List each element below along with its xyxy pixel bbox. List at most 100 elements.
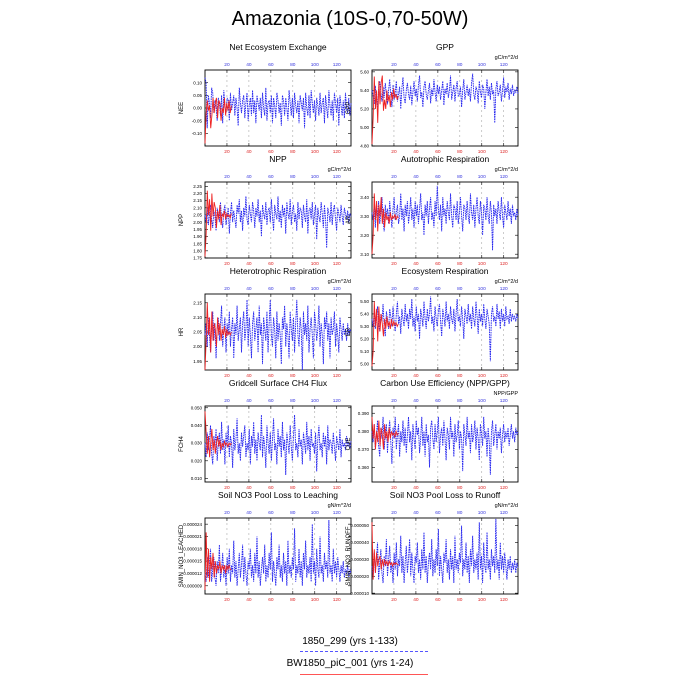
x-tick-label-top: 60 [435, 174, 441, 180]
y-tick-label: 4.80 [360, 144, 369, 149]
y-tick-label: 2.00 [193, 344, 202, 349]
x-tick-label-bottom: 60 [268, 149, 274, 155]
panel-units: gC/m^2/d [328, 279, 351, 285]
x-tick-label-bottom: 20 [224, 261, 230, 267]
x-tick-label-top: 80 [457, 510, 463, 516]
y-tick-label: 1.95 [193, 359, 202, 364]
x-tick-label-top: 40 [413, 398, 419, 404]
x-tick-label-bottom: 80 [290, 485, 296, 491]
x-tick-label-bottom: 80 [290, 597, 296, 603]
y-tick-label: 1.95 [193, 227, 202, 232]
x-tick-label-top: 20 [391, 174, 397, 180]
x-tick-label-bottom: 40 [413, 485, 419, 491]
series-line-1850-299 [371, 296, 519, 362]
y-tick-label: 0.360 [358, 465, 370, 470]
figure-title: Amazonia (10S-0,70-50W) [231, 8, 469, 30]
x-tick-label-bottom: 100 [478, 149, 486, 155]
x-tick-label-bottom: 40 [246, 485, 252, 491]
y-tick-label: 2.10 [193, 315, 202, 320]
x-tick-label-bottom: 100 [311, 485, 319, 491]
x-tick-label-bottom: 60 [435, 597, 441, 603]
x-tick-label-bottom: 60 [268, 373, 274, 379]
x-tick-label-bottom: 20 [224, 373, 230, 379]
y-tick-label: 0.000050 [350, 523, 369, 528]
y-tick-label: 0.390 [358, 411, 370, 416]
y-tick-label: 5.30 [360, 324, 369, 329]
x-tick-label-bottom: 60 [268, 597, 274, 603]
x-tick-label-top: 120 [500, 62, 508, 68]
y-tick-label: 0.020 [191, 458, 203, 463]
x-tick-label-bottom: 100 [311, 597, 319, 603]
series-line-1850-299 [371, 185, 519, 251]
y-axis-label: SMIN_NO3_LEACHED [179, 524, 185, 587]
x-tick-label-top: 80 [457, 286, 463, 292]
x-tick-label-bottom: 80 [290, 261, 296, 267]
x-tick-label-top: 120 [333, 174, 341, 180]
x-tick-label-top: 80 [290, 286, 296, 292]
y-axis-label: FCH4 [179, 436, 185, 452]
y-tick-label: 5.10 [360, 349, 369, 354]
series-line-1850-299 [371, 518, 519, 584]
x-tick-label-top: 100 [478, 62, 486, 68]
panel-units: gN/m^2/d [495, 503, 518, 509]
y-tick-label: 0.000012 [183, 571, 202, 576]
panel-nee: Net Ecosystem Exchange NEE 0.10 0.05 0.00 -0.… [179, 42, 352, 155]
y-axis-label: SMIN_NO3_RUNOFF [346, 526, 352, 585]
x-tick-label-top: 100 [311, 510, 319, 516]
series-line-1850-299 [204, 299, 352, 371]
x-tick-label-bottom: 100 [311, 261, 319, 267]
x-tick-label-top: 100 [478, 286, 486, 292]
x-tick-label-bottom: 20 [391, 597, 397, 603]
y-tick-label: 0.000040 [350, 540, 369, 545]
x-tick-label-bottom: 40 [413, 373, 419, 379]
x-tick-label-top: 40 [413, 62, 419, 68]
x-tick-label-top: 60 [268, 398, 274, 404]
series-line-bw1850 [371, 522, 399, 580]
y-axis-label: ER [346, 327, 352, 336]
x-tick-label-top: 80 [290, 62, 296, 68]
y-tick-label: 2.15 [193, 300, 202, 305]
x-tick-label-top: 40 [246, 510, 252, 516]
x-tick-label-top: 120 [333, 62, 341, 68]
y-tick-label: 0.040 [191, 423, 203, 428]
x-tick-label-top: 100 [311, 62, 319, 68]
x-tick-label-bottom: 20 [391, 149, 397, 155]
y-axis-label: AR [346, 215, 352, 224]
x-tick-label-bottom: 80 [457, 597, 463, 603]
y-tick-label: 0.05 [193, 93, 202, 98]
x-tick-label-top: 60 [435, 286, 441, 292]
panel-npp: NPP gC/m^2/d NPP 2.25 2.20 2.15 2.10 2.05 2.00 1.… [179, 154, 352, 267]
x-tick-label-top: 60 [268, 62, 274, 68]
x-tick-label-top: 120 [333, 398, 341, 404]
plot-frame [204, 181, 352, 259]
x-tick-label-bottom: 40 [246, 149, 252, 155]
x-tick-label-top: 100 [478, 398, 486, 404]
panel-units: gC/m^2/d [495, 167, 518, 173]
panel-title: Heterotrophic Respiration [230, 266, 327, 276]
series-line-bw1850 [371, 193, 399, 255]
legend-label-1850-299: 1850_299 (yrs 1-133) [302, 636, 398, 647]
x-tick-label-top: 20 [391, 286, 397, 292]
x-tick-label-top: 120 [500, 398, 508, 404]
x-tick-label-bottom: 20 [224, 485, 230, 491]
series-line-1850-299 [371, 73, 519, 123]
x-tick-label-top: 120 [500, 510, 508, 516]
x-tick-label-top: 80 [290, 398, 296, 404]
panel-title: Soil NO3 Pool Loss to Leaching [218, 490, 338, 500]
y-tick-label: 0.000009 [183, 583, 202, 588]
x-tick-label-top: 100 [311, 286, 319, 292]
x-tick-label-bottom: 20 [391, 261, 397, 267]
y-tick-label: 2.00 [193, 220, 202, 225]
plot-frame [371, 517, 519, 595]
x-tick-label-top: 80 [457, 62, 463, 68]
x-tick-label-bottom: 120 [333, 261, 341, 267]
x-tick-label-bottom: 100 [311, 149, 319, 155]
x-tick-label-bottom: 40 [246, 373, 252, 379]
y-tick-label: 1.80 [193, 248, 202, 253]
series-line-1850-299 [371, 416, 519, 475]
y-tick-label: 2.20 [193, 191, 202, 196]
y-tick-label: 3.20 [360, 233, 369, 238]
x-tick-label-top: 120 [500, 286, 508, 292]
x-tick-label-top: 60 [435, 510, 441, 516]
